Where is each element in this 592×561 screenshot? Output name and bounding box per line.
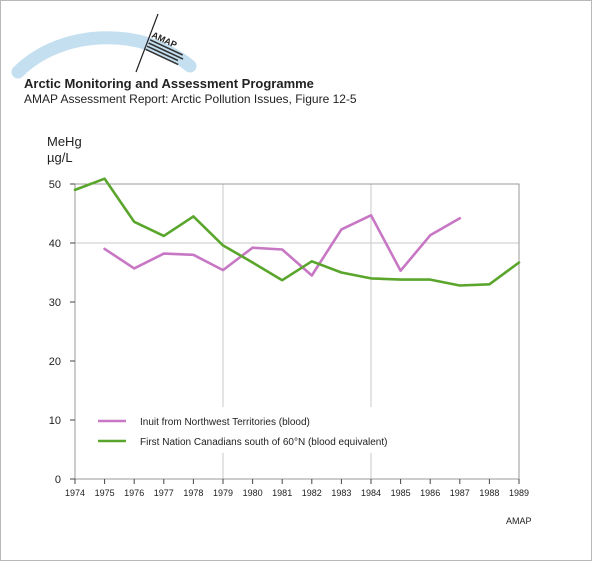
y-tick-label: 10 [49, 415, 61, 427]
y-tick-label: 50 [49, 179, 61, 191]
x-tick-label: 1985 [391, 488, 411, 498]
x-tick-label: 1986 [420, 488, 440, 498]
x-tick-label: 1987 [450, 488, 470, 498]
series [73, 177, 521, 287]
x-tick-label: 1988 [479, 488, 499, 498]
axes: 0 10 20 30 40 50 1974 1975 1976 1977 1978 1979 1980 1… [49, 179, 529, 498]
x-tick-label: 1982 [302, 488, 322, 498]
x-tick-label: 1978 [183, 488, 203, 498]
y-axis-label-unit: µg/L [47, 150, 73, 165]
x-tick-label: 1980 [243, 488, 263, 498]
legend: Inuit from Northwest Territories (blood)… [92, 407, 387, 453]
logo-slash [135, 13, 159, 73]
x-tick-label: 1984 [361, 488, 381, 498]
report-subtitle: AMAP Assessment Report: Arctic Pollution… [24, 92, 357, 106]
x-tick-label: 1975 [95, 488, 115, 498]
plot-frame [74, 183, 520, 480]
x-tick-label: 1983 [331, 488, 351, 498]
amap-logo: AMAP [11, 13, 197, 79]
y-tick-label: 40 [49, 238, 61, 250]
x-tick-label: 1976 [124, 488, 144, 498]
logo-fine-print [145, 39, 184, 66]
legend-background [92, 407, 380, 453]
legend-label-1: First Nation Canadians south of 60°N (bl… [140, 437, 387, 448]
legend-label-0: Inuit from Northwest Territories (blood) [140, 417, 310, 428]
x-tick-label: 1977 [154, 488, 174, 498]
org-title: Arctic Monitoring and Assessment Program… [24, 76, 314, 91]
series-line-0 [103, 214, 462, 277]
y-axis-label-compound: MeHg [47, 134, 82, 149]
x-tick-label: 1974 [65, 488, 85, 498]
y-tick-label: 20 [49, 356, 61, 368]
x-tick-label: 1989 [509, 488, 529, 498]
x-tick-label: 1979 [213, 488, 233, 498]
series-line-1 [73, 177, 521, 287]
y-tick-label: 30 [49, 297, 61, 309]
y-tick-label: 0 [55, 474, 61, 486]
x-tick-label: 1981 [272, 488, 292, 498]
amap-credit: AMAP [506, 516, 532, 526]
